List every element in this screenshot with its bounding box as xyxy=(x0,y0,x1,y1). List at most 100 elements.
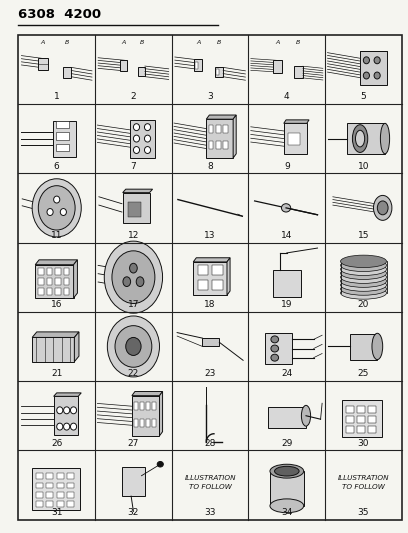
Ellipse shape xyxy=(341,267,386,279)
Bar xyxy=(216,69,220,75)
Bar xyxy=(38,278,44,285)
Text: 4: 4 xyxy=(284,92,290,101)
Ellipse shape xyxy=(123,277,131,287)
Ellipse shape xyxy=(64,423,70,430)
Bar xyxy=(357,406,365,413)
Ellipse shape xyxy=(57,407,63,414)
Bar xyxy=(270,471,304,506)
Bar xyxy=(47,278,52,285)
Text: 8: 8 xyxy=(207,161,213,171)
Bar xyxy=(67,491,74,497)
Text: 13: 13 xyxy=(204,231,216,240)
Bar xyxy=(265,333,292,364)
Ellipse shape xyxy=(341,279,386,292)
Bar xyxy=(47,288,52,295)
Bar xyxy=(53,120,76,157)
Text: 11: 11 xyxy=(51,231,62,240)
Bar xyxy=(57,482,64,488)
Bar xyxy=(64,278,69,285)
Bar xyxy=(67,501,74,507)
Text: 15: 15 xyxy=(358,231,369,240)
Bar xyxy=(134,402,137,410)
Bar xyxy=(350,334,377,360)
Ellipse shape xyxy=(71,407,77,414)
Bar xyxy=(368,416,376,423)
Bar xyxy=(194,59,202,71)
Bar xyxy=(57,501,64,507)
Bar xyxy=(209,125,213,133)
Text: 17: 17 xyxy=(128,300,139,309)
Ellipse shape xyxy=(60,208,67,215)
Text: 9: 9 xyxy=(284,161,290,171)
Bar xyxy=(206,119,233,158)
Bar xyxy=(67,482,74,488)
Bar xyxy=(193,262,227,295)
Bar xyxy=(216,125,220,133)
Bar xyxy=(152,402,156,410)
Ellipse shape xyxy=(341,271,386,284)
Bar xyxy=(53,397,78,435)
Ellipse shape xyxy=(32,179,81,237)
Bar xyxy=(368,426,376,433)
Bar xyxy=(273,60,282,72)
Ellipse shape xyxy=(374,72,380,79)
Bar xyxy=(215,67,223,77)
Polygon shape xyxy=(73,260,78,298)
Bar xyxy=(273,270,301,296)
Bar xyxy=(346,416,354,423)
Ellipse shape xyxy=(144,124,151,131)
Ellipse shape xyxy=(133,135,140,142)
Text: 26: 26 xyxy=(51,439,62,448)
Bar xyxy=(57,473,64,479)
Text: 22: 22 xyxy=(128,369,139,378)
Text: 6308  4200: 6308 4200 xyxy=(18,9,102,21)
Bar xyxy=(47,491,53,497)
Polygon shape xyxy=(227,258,230,295)
Ellipse shape xyxy=(377,201,388,215)
Polygon shape xyxy=(233,115,236,158)
Bar xyxy=(36,491,42,497)
Ellipse shape xyxy=(53,196,60,203)
Polygon shape xyxy=(284,120,309,123)
Bar xyxy=(55,278,60,285)
Bar xyxy=(140,402,144,410)
Bar xyxy=(294,66,303,78)
Ellipse shape xyxy=(157,462,163,467)
Bar xyxy=(36,473,42,479)
Bar xyxy=(120,60,127,71)
Bar xyxy=(146,419,150,427)
Text: A: A xyxy=(121,40,126,45)
Text: 2: 2 xyxy=(131,92,136,101)
Ellipse shape xyxy=(107,316,160,377)
Text: ILLUSTRATION
TO FOLLOW: ILLUSTRATION TO FOLLOW xyxy=(338,475,389,490)
Text: A: A xyxy=(41,40,45,45)
Bar xyxy=(288,133,300,144)
Ellipse shape xyxy=(341,287,386,299)
Bar xyxy=(36,501,42,507)
Polygon shape xyxy=(123,189,153,192)
Text: 12: 12 xyxy=(128,231,139,240)
Bar xyxy=(146,402,150,410)
Ellipse shape xyxy=(341,263,386,276)
Text: 32: 32 xyxy=(128,508,139,517)
Bar xyxy=(32,469,80,510)
Text: 21: 21 xyxy=(51,369,62,378)
Ellipse shape xyxy=(136,277,144,287)
Ellipse shape xyxy=(38,185,75,230)
Bar xyxy=(64,288,69,295)
Ellipse shape xyxy=(112,251,155,303)
Bar xyxy=(224,125,228,133)
Bar xyxy=(56,144,69,151)
Ellipse shape xyxy=(271,336,279,343)
Bar xyxy=(63,67,71,78)
Text: 19: 19 xyxy=(281,300,293,309)
Ellipse shape xyxy=(364,72,370,79)
Bar xyxy=(216,141,220,149)
Text: 3: 3 xyxy=(207,92,213,101)
Bar xyxy=(123,192,149,223)
Bar xyxy=(213,264,223,275)
Ellipse shape xyxy=(47,208,53,215)
Ellipse shape xyxy=(372,333,383,360)
Polygon shape xyxy=(193,258,230,262)
Polygon shape xyxy=(206,115,236,119)
